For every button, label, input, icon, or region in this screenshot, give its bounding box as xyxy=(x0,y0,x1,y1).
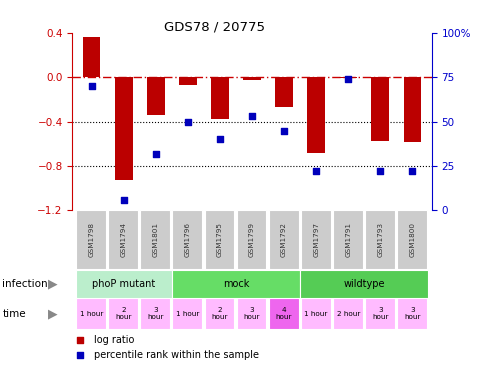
Bar xyxy=(173,210,202,269)
Text: GSM1800: GSM1800 xyxy=(409,222,415,257)
Bar xyxy=(397,210,427,269)
Text: 3
hour: 3 hour xyxy=(244,307,260,320)
Bar xyxy=(173,298,202,329)
Point xyxy=(75,337,83,343)
Point xyxy=(216,137,224,142)
Text: 2 hour: 2 hour xyxy=(336,311,360,317)
Text: ▶: ▶ xyxy=(47,277,57,290)
Bar xyxy=(179,77,197,85)
Point xyxy=(75,352,83,358)
Bar xyxy=(307,77,325,153)
Bar xyxy=(211,77,229,119)
Bar xyxy=(115,77,133,180)
Point xyxy=(248,113,256,119)
Bar xyxy=(243,77,261,79)
Bar xyxy=(147,77,165,115)
Bar xyxy=(397,298,427,329)
Point xyxy=(152,151,160,157)
Bar xyxy=(300,270,429,298)
Point xyxy=(344,76,352,82)
Bar xyxy=(83,37,100,77)
Text: GSM1792: GSM1792 xyxy=(281,222,287,257)
Text: 3
hour: 3 hour xyxy=(404,307,421,320)
Text: 2
hour: 2 hour xyxy=(115,307,132,320)
Text: 3
hour: 3 hour xyxy=(148,307,164,320)
Point xyxy=(312,168,320,174)
Text: GSM1794: GSM1794 xyxy=(121,222,127,257)
Text: GSM1791: GSM1791 xyxy=(345,222,351,257)
Text: 1 hour: 1 hour xyxy=(176,311,200,317)
Text: GDS78 / 20775: GDS78 / 20775 xyxy=(164,20,265,33)
Text: 3
hour: 3 hour xyxy=(372,307,389,320)
Bar xyxy=(172,270,300,298)
Bar xyxy=(339,77,357,78)
Bar xyxy=(237,298,266,329)
Bar xyxy=(365,210,395,269)
Text: phoP mutant: phoP mutant xyxy=(92,279,155,289)
Bar xyxy=(404,77,421,142)
Text: 4
hour: 4 hour xyxy=(276,307,292,320)
Text: GSM1793: GSM1793 xyxy=(377,222,383,257)
Bar xyxy=(205,210,235,269)
Text: GSM1795: GSM1795 xyxy=(217,222,223,257)
Text: GSM1799: GSM1799 xyxy=(249,222,255,257)
Bar xyxy=(108,210,138,269)
Text: mock: mock xyxy=(223,279,249,289)
Point xyxy=(184,119,192,125)
Text: GSM1797: GSM1797 xyxy=(313,222,319,257)
Point xyxy=(120,197,128,203)
Point xyxy=(88,83,96,89)
Text: 1 hour: 1 hour xyxy=(304,311,328,317)
Bar xyxy=(333,210,363,269)
Bar xyxy=(140,298,170,329)
Bar xyxy=(75,270,172,298)
Text: 2
hour: 2 hour xyxy=(212,307,228,320)
Text: GSM1801: GSM1801 xyxy=(153,222,159,257)
Bar xyxy=(268,298,298,329)
Text: infection: infection xyxy=(2,279,48,289)
Bar xyxy=(301,210,330,269)
Point xyxy=(376,168,384,174)
Text: GSM1798: GSM1798 xyxy=(89,222,95,257)
Bar xyxy=(76,298,106,329)
Text: ▶: ▶ xyxy=(47,307,57,320)
Bar xyxy=(140,210,170,269)
Text: log ratio: log ratio xyxy=(94,335,134,345)
Bar xyxy=(365,298,395,329)
Bar xyxy=(205,298,235,329)
Bar xyxy=(268,210,298,269)
Text: GSM1796: GSM1796 xyxy=(185,222,191,257)
Bar xyxy=(275,77,293,107)
Text: 1 hour: 1 hour xyxy=(80,311,103,317)
Bar xyxy=(371,77,389,141)
Bar xyxy=(237,210,266,269)
Bar xyxy=(108,298,138,329)
Point xyxy=(408,168,416,174)
Text: percentile rank within the sample: percentile rank within the sample xyxy=(94,351,259,361)
Bar xyxy=(301,298,330,329)
Text: time: time xyxy=(2,309,26,319)
Text: wildtype: wildtype xyxy=(343,279,385,289)
Bar xyxy=(333,298,363,329)
Point xyxy=(280,128,288,134)
Bar xyxy=(76,210,106,269)
